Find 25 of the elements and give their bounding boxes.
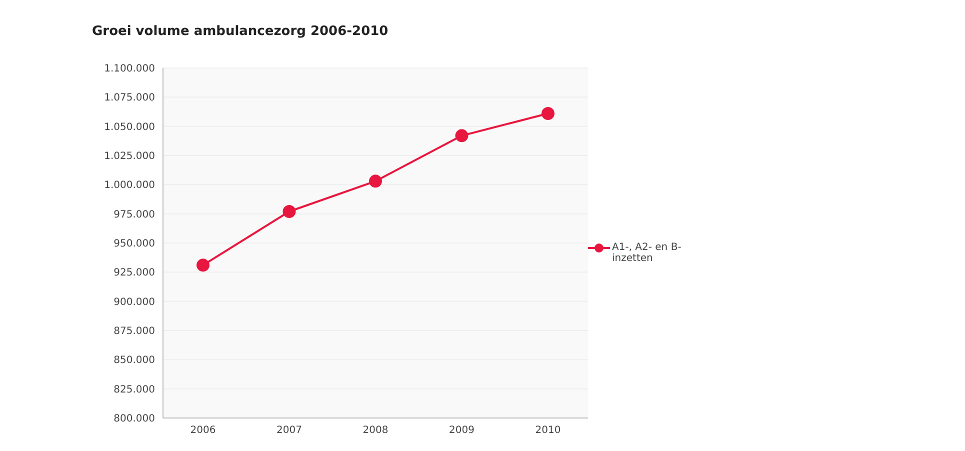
x-tick-label: 2010 (535, 425, 561, 436)
point (196, 258, 210, 272)
point (282, 205, 296, 218)
y-tick-label: 975.000 (114, 209, 155, 220)
y-tick-label: 850.000 (114, 355, 155, 366)
x-tick-label: 2006 (190, 425, 216, 436)
y-tick-label: 1.100.000 (104, 64, 155, 75)
y-tick-label: 825.000 (114, 384, 155, 396)
legend-label: A1-, A2- en B-inzetten (612, 242, 682, 264)
y-tick-label: 1.050.000 (104, 122, 155, 133)
x-tick-label: 2007 (276, 425, 302, 436)
point (542, 107, 554, 120)
point (455, 129, 468, 142)
chart-title: Groei volume ambulancezorg 2006-2010 (92, 24, 388, 39)
y-tick-label: 1.000.000 (104, 180, 155, 192)
y-tick-label: 800.000 (114, 414, 155, 425)
y-tick-label: 925.000 (114, 268, 155, 279)
y-tick-label: 950.000 (114, 238, 155, 250)
y-tick-label: 900.000 (114, 296, 155, 308)
point (369, 174, 382, 188)
y-tick-label: 875.000 (114, 326, 155, 338)
y-tick-label: 1.075.000 (104, 92, 155, 104)
x-tick-label: 2009 (449, 425, 474, 436)
x-tick-label: 2008 (362, 425, 388, 436)
y-tick-label: 1.025.000 (104, 151, 155, 162)
